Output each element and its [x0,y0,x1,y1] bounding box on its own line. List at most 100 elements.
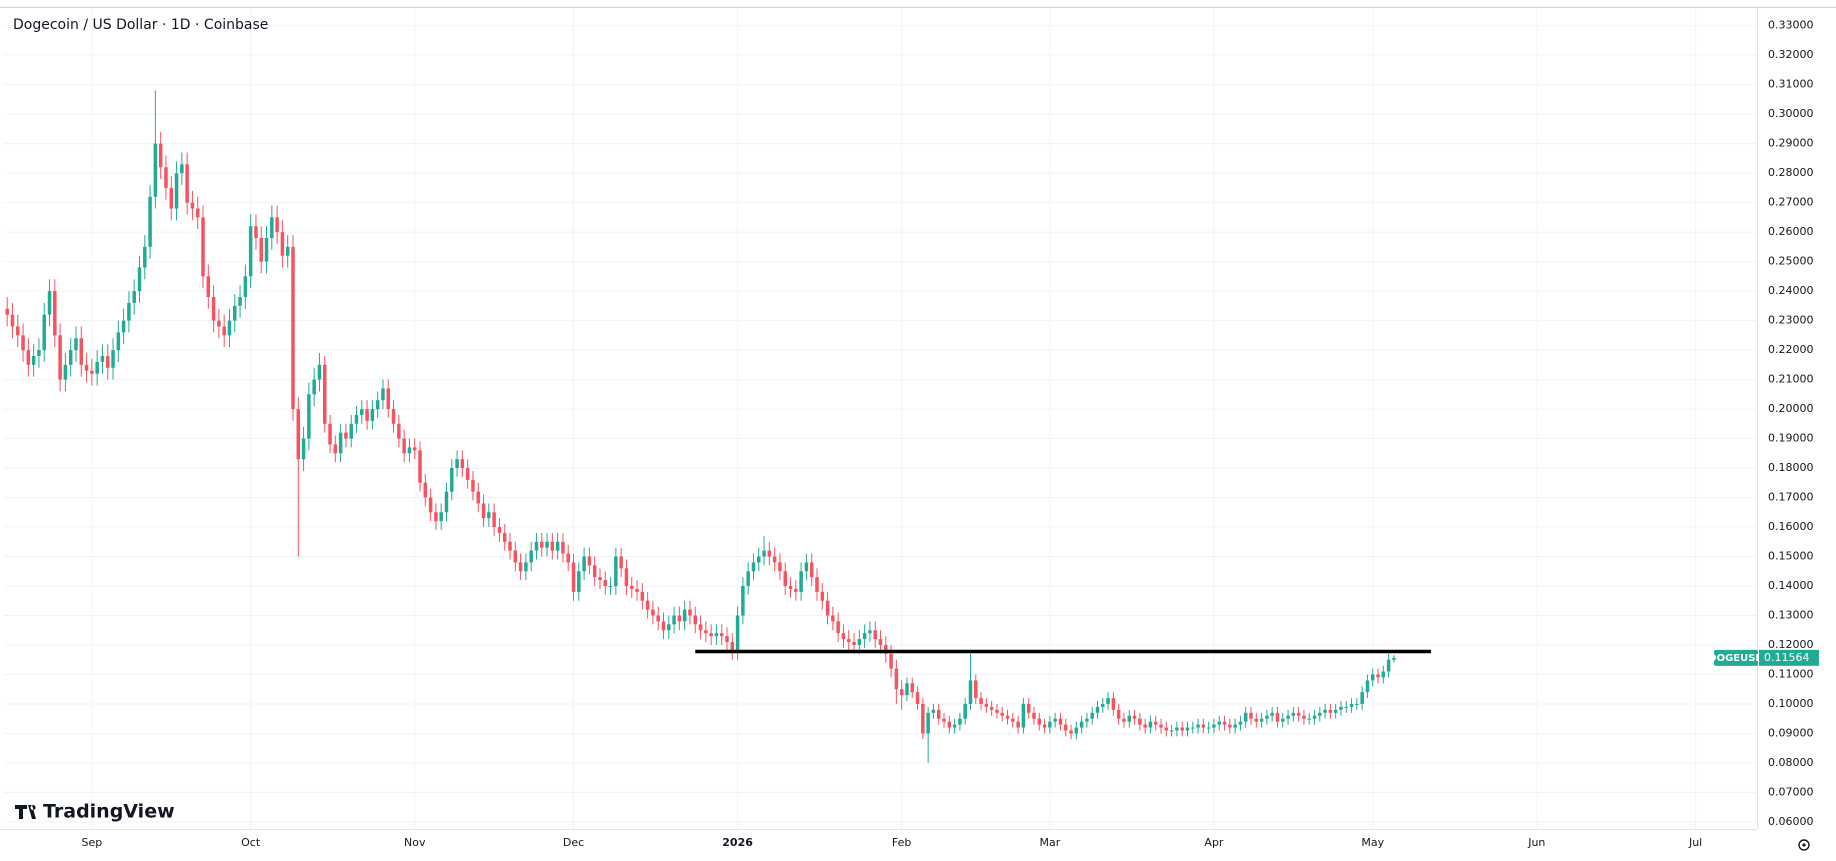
candle-body [862,633,867,640]
candle-body [709,633,713,637]
candle-body [857,639,862,645]
candle-body [1053,718,1057,722]
candle-body [323,364,327,424]
candle-body [418,450,422,483]
candle-body [889,653,893,669]
candle-body [1159,724,1163,728]
candle-body [1365,680,1370,693]
candle-body [841,633,846,640]
candle-body [450,468,454,492]
candle-body [291,246,295,410]
candle-body [1376,674,1380,678]
candle-body [926,712,930,734]
candle-body [598,577,602,581]
y-tick-label: 0.11000 [1768,667,1814,680]
logo-icon [15,805,36,819]
candle-body [534,541,539,551]
x-tick-label: Oct [241,836,261,849]
candle-body [460,459,465,469]
candle-body [428,497,433,513]
y-tick-label: 0.32000 [1768,48,1814,61]
x-tick-label: 2026 [722,836,753,849]
candle-body [698,624,703,631]
y-tick-label: 0.07000 [1768,785,1814,798]
candle-body [947,721,952,728]
candle-body [412,447,417,451]
candle-body [407,447,412,454]
candle-body [1243,712,1248,722]
candle-body [1296,712,1301,716]
candle-body [846,639,851,643]
candle-body [852,642,856,645]
candle-body [905,683,909,696]
candle-body [1005,715,1010,719]
y-tick-label: 0.08000 [1768,756,1814,769]
candle-body [640,591,645,601]
candle-body [788,586,793,589]
settings-gear-center [1802,843,1806,847]
candle-body [1281,718,1285,722]
candle-body [614,556,618,587]
candle-body [1254,718,1259,722]
candle-body [386,388,391,410]
candle-body [762,550,766,557]
candle-body [132,291,136,303]
candle-body [365,409,369,421]
candle-body [137,267,142,292]
candle-body [90,370,94,374]
candle-body [672,615,676,625]
candle-body [1270,712,1274,716]
candle-body [248,226,253,277]
candle-body [1037,718,1042,725]
candle-body [831,615,835,622]
candle-body [502,532,507,542]
candle-body [158,143,163,168]
candle-body [53,291,57,336]
candle-body [1259,718,1264,722]
settings-icon[interactable] [1798,839,1810,851]
candle-body [1069,730,1073,734]
y-tick-label: 0.26000 [1768,225,1814,238]
candle-body [1127,715,1132,722]
candle-body [10,314,15,327]
candle-body [1085,718,1089,722]
candle-body [1175,727,1179,731]
y-tick-label: 0.28000 [1768,166,1814,179]
candle-body [1101,703,1105,707]
y-tick-label: 0.15000 [1768,550,1814,563]
candle-body [979,698,983,704]
candle-body [37,350,41,356]
candle-body [1228,724,1232,728]
candle-body [693,615,697,625]
candles [5,90,1431,763]
candle-body [1026,703,1031,713]
candle-body [1058,718,1063,725]
candle-body [815,577,819,592]
candle-body [656,615,660,622]
candle-body [1238,721,1243,725]
candle-body [820,591,825,601]
y-tick-label: 0.16000 [1768,520,1814,533]
candle-body [402,438,406,454]
candle-body [307,394,311,439]
candle-body [746,571,750,587]
candle-body [921,703,925,734]
candle-body [629,586,634,589]
candle-body [476,491,480,504]
candle-body [741,586,745,616]
settings-gear[interactable] [1798,839,1810,851]
candle-body [180,164,184,174]
candle-body [238,297,242,306]
candle-body [195,208,200,218]
axis-labels: 0.06000 0.07000 0.08000 0.09000 0.10000 0.110… [81,19,1819,849]
candle-body [121,320,126,333]
candle-body [280,232,285,256]
candle-body [455,459,459,469]
candle-body [1011,718,1015,722]
candle-body [1143,724,1147,728]
candle-body [778,562,782,572]
candle-body [31,355,36,365]
candle-body [264,238,269,262]
y-tick-label: 0.24000 [1768,284,1814,297]
candle-body [201,217,205,277]
